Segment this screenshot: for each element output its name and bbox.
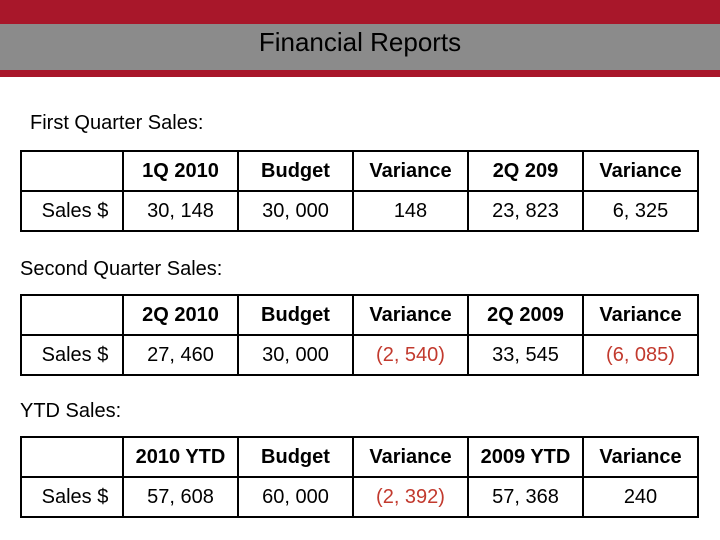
section-label-q1: First Quarter Sales: — [30, 112, 203, 135]
cell: 60, 000 — [238, 477, 353, 517]
row-label-blank — [21, 151, 123, 191]
cell: 23, 823 — [468, 191, 583, 231]
cell: (2, 540) — [353, 335, 468, 375]
col-header: Variance — [583, 437, 698, 477]
banner-red-divider — [0, 70, 720, 77]
col-header: 2Q 209 — [468, 151, 583, 191]
cell: 30, 148 — [123, 191, 238, 231]
table-q2: 2Q 2010 Budget Variance 2Q 2009 Variance… — [20, 294, 699, 376]
col-header: Budget — [238, 437, 353, 477]
col-header: 2010 YTD — [123, 437, 238, 477]
table-ytd: 2010 YTD Budget Variance 2009 YTD Varian… — [20, 436, 699, 518]
cell: 30, 000 — [238, 191, 353, 231]
table-row: 2Q 2010 Budget Variance 2Q 2009 Variance — [21, 295, 698, 335]
col-header: Variance — [353, 295, 468, 335]
cell: 27, 460 — [123, 335, 238, 375]
table-row: Sales $ 57, 608 60, 000 (2, 392) 57, 368… — [21, 477, 698, 517]
row-label: Sales $ — [21, 335, 123, 375]
col-header: 2009 YTD — [468, 437, 583, 477]
section-label-q2: Second Quarter Sales: — [20, 258, 222, 281]
col-header: Variance — [583, 295, 698, 335]
table-row: Sales $ 30, 148 30, 000 148 23, 823 6, 3… — [21, 191, 698, 231]
table-row: 1Q 2010 Budget Variance 2Q 209 Variance — [21, 151, 698, 191]
cell: 33, 545 — [468, 335, 583, 375]
col-header: Budget — [238, 295, 353, 335]
col-header: Variance — [583, 151, 698, 191]
cell: 148 — [353, 191, 468, 231]
table-row: 2010 YTD Budget Variance 2009 YTD Varian… — [21, 437, 698, 477]
cell: 57, 368 — [468, 477, 583, 517]
row-label-blank — [21, 437, 123, 477]
col-header: Variance — [353, 437, 468, 477]
table-q1: 1Q 2010 Budget Variance 2Q 209 Variance … — [20, 150, 699, 232]
col-header: 2Q 2010 — [123, 295, 238, 335]
cell: 240 — [583, 477, 698, 517]
page-title: Financial Reports — [0, 27, 720, 58]
cell: 30, 000 — [238, 335, 353, 375]
cell: 6, 325 — [583, 191, 698, 231]
row-label: Sales $ — [21, 191, 123, 231]
cell: (2, 392) — [353, 477, 468, 517]
row-label-blank — [21, 295, 123, 335]
table-row: Sales $ 27, 460 30, 000 (2, 540) 33, 545… — [21, 335, 698, 375]
col-header: 1Q 2010 — [123, 151, 238, 191]
col-header: Budget — [238, 151, 353, 191]
row-label: Sales $ — [21, 477, 123, 517]
cell: (6, 085) — [583, 335, 698, 375]
col-header: Variance — [353, 151, 468, 191]
cell: 57, 608 — [123, 477, 238, 517]
banner-red-top — [0, 0, 720, 24]
section-label-ytd: YTD Sales: — [20, 400, 121, 423]
col-header: 2Q 2009 — [468, 295, 583, 335]
